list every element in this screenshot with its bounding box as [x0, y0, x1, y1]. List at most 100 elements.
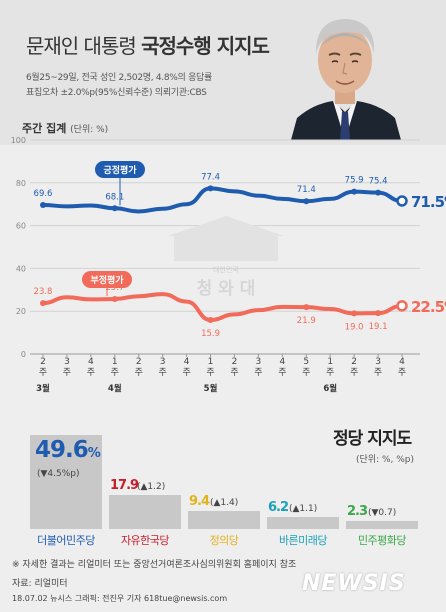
- y-tick-label: 60: [16, 222, 26, 231]
- data-label: 19.1: [369, 322, 388, 332]
- source: 자료: 리얼미터: [12, 579, 68, 589]
- party-name: 민주평화당: [357, 534, 407, 547]
- highlight-point: [396, 195, 408, 207]
- title-bold: 국정수행 지지도: [141, 34, 270, 58]
- data-point: [351, 310, 358, 317]
- watermark-large: 청 와 대: [197, 278, 256, 299]
- data-label: 68.1: [105, 192, 124, 202]
- highlight-point: [396, 300, 408, 312]
- data-point: [207, 316, 214, 323]
- party-name: 정의당: [209, 534, 239, 547]
- data-point: [303, 198, 310, 205]
- page-title: 문재인 대통령 국정수행 지지도: [26, 30, 270, 59]
- y-tick-label: 100: [11, 136, 26, 145]
- month-label: 4월: [108, 383, 122, 394]
- series-line-0: [41, 186, 404, 214]
- data-point: [111, 296, 118, 303]
- party-bar: [109, 494, 181, 529]
- month-label: 3월: [36, 383, 50, 394]
- series-name-pill: [82, 271, 132, 288]
- series-name-pill: [95, 161, 145, 178]
- month-label: 5월: [204, 383, 218, 394]
- party-value: 9.4: [189, 494, 210, 510]
- party-value: 17.9: [110, 477, 139, 493]
- watermark-roof: [168, 216, 284, 236]
- data-label: 75.4: [369, 177, 388, 187]
- data-label: 21.9: [297, 316, 316, 326]
- party-value-unit: %: [87, 445, 101, 461]
- data-label: 15.9: [201, 329, 220, 339]
- data-label: 75.9: [345, 176, 364, 186]
- y-tick-label: 20: [16, 307, 26, 316]
- survey-info-line2: 표집오차 ±2.0%p(95%신뢰수준) 의뢰기관:CBS: [26, 88, 207, 98]
- party-bar: [30, 434, 102, 529]
- party-change: (▲1.4): [210, 498, 239, 509]
- survey-info-line1: 6월25~29일, 전국 성인 2,502명, 4.8%의 응답률: [26, 73, 213, 83]
- newsis-logo: NEWSIS: [302, 571, 406, 596]
- title-plain: 문재인 대통령: [26, 34, 137, 58]
- data-label: 23.8: [34, 287, 53, 297]
- party-change: (▼0.7): [368, 508, 397, 518]
- party-name: 더불어민주당: [37, 534, 95, 547]
- series-line-1: [41, 292, 404, 322]
- chart-section-label: 주간 집계 (단위: %): [22, 120, 108, 136]
- latest-value-label: 71.5%: [411, 193, 446, 211]
- party-support-unit: (단위: %, %p): [356, 455, 415, 465]
- party-bar: [267, 517, 339, 529]
- data-point: [375, 189, 382, 196]
- party-value: 6.2: [268, 500, 289, 516]
- data-label: 69.6: [34, 189, 53, 199]
- data-point: [375, 310, 382, 317]
- data-point: [40, 202, 46, 209]
- footnote: ※ 자세한 결과는 리얼미터 또는 중앙선거여론조사심의위원회 홈페이지 참조: [12, 560, 297, 570]
- month-label: 6월: [323, 383, 337, 394]
- section-unit: (단위: %): [70, 125, 109, 135]
- data-label: 71.4: [297, 185, 316, 195]
- party-bar: [188, 511, 260, 529]
- y-tick-label: 0: [21, 350, 26, 359]
- series-name-label: 긍정평가: [103, 164, 137, 176]
- party-change: (▼4.5%p): [37, 468, 80, 479]
- latest-value-label: 22.5%: [411, 298, 446, 316]
- data-point: [111, 205, 118, 212]
- party-bar: [346, 521, 418, 529]
- y-tick-label: 80: [16, 179, 26, 188]
- data-point: [351, 188, 358, 195]
- data-label: 25.7: [105, 283, 124, 293]
- credit: 18.07.02 뉴시스 그래픽: 전진우 기자 618tue@newsis.c…: [12, 594, 228, 603]
- party-name: 자유한국당: [120, 534, 170, 547]
- party-change: (▲1.2): [137, 481, 166, 492]
- watermark-small: 대한민국: [213, 265, 239, 274]
- data-point: [40, 300, 46, 307]
- party-support-title: 정당 지지도: [333, 429, 412, 449]
- data-point: [207, 185, 214, 192]
- data-point: [303, 304, 310, 311]
- series-name-label: 부정평가: [90, 274, 124, 286]
- y-tick-label: 40: [16, 264, 26, 273]
- section-title: 주간 집계: [22, 122, 67, 135]
- party-name: 바른미래당: [278, 534, 328, 547]
- data-label: 77.4: [201, 172, 220, 182]
- data-label: 19.0: [345, 322, 364, 332]
- party-value: 49.6%: [35, 436, 101, 463]
- party-value: 2.3: [347, 504, 368, 519]
- watermark-building: [174, 233, 278, 261]
